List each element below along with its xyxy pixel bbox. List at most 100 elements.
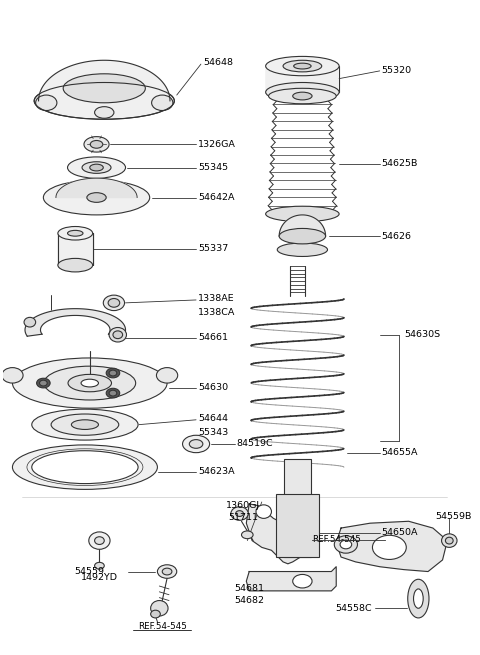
Ellipse shape [32,409,138,440]
Text: 54559: 54559 [74,567,104,576]
Polygon shape [279,215,325,236]
Ellipse shape [241,531,253,538]
Ellipse shape [113,331,122,339]
Text: 54655A: 54655A [382,448,418,457]
Ellipse shape [95,563,104,569]
Ellipse shape [12,445,157,489]
Text: 54558C: 54558C [336,604,372,613]
Ellipse shape [81,379,98,387]
Polygon shape [336,521,447,572]
Ellipse shape [445,537,453,544]
Ellipse shape [157,565,177,578]
Polygon shape [246,567,336,591]
Ellipse shape [36,95,57,111]
Text: 54642A: 54642A [198,193,235,202]
Ellipse shape [162,568,172,575]
Text: 84519C: 84519C [237,440,273,449]
Polygon shape [56,178,137,198]
Text: 54661: 54661 [198,333,228,342]
Ellipse shape [89,532,110,550]
Ellipse shape [68,231,83,236]
Text: 54630: 54630 [198,383,228,392]
Text: 1360GJ: 1360GJ [227,501,261,510]
Bar [265,66,339,92]
Ellipse shape [32,451,138,483]
Ellipse shape [340,540,352,549]
Ellipse shape [58,258,93,272]
Ellipse shape [236,511,243,516]
Ellipse shape [152,95,173,111]
Ellipse shape [279,229,325,244]
Text: REF.54-545: REF.54-545 [138,622,187,631]
Text: 54682: 54682 [234,596,264,605]
Ellipse shape [51,414,119,436]
Ellipse shape [63,74,145,103]
Text: 54644: 54644 [198,415,228,423]
Ellipse shape [82,162,111,174]
Ellipse shape [256,505,272,518]
Text: 54630S: 54630S [404,330,440,339]
Polygon shape [38,60,170,101]
Ellipse shape [36,378,50,388]
Ellipse shape [87,193,106,202]
Text: 55337: 55337 [198,244,228,253]
Ellipse shape [109,328,127,342]
Ellipse shape [372,535,406,559]
Ellipse shape [108,299,120,307]
Ellipse shape [24,318,36,327]
Bar [284,459,311,557]
Ellipse shape [95,107,114,119]
Text: 54625B: 54625B [382,159,418,168]
Ellipse shape [68,375,111,392]
Ellipse shape [90,164,103,171]
Ellipse shape [265,56,339,76]
Ellipse shape [408,579,429,618]
Ellipse shape [283,60,322,72]
Ellipse shape [414,589,423,608]
Polygon shape [25,309,125,336]
Text: REF.54-545: REF.54-545 [312,535,361,544]
Ellipse shape [109,370,117,376]
Text: 51711: 51711 [228,513,258,522]
Ellipse shape [43,180,150,215]
Ellipse shape [293,574,312,588]
Text: 1326GA: 1326GA [198,140,236,149]
Ellipse shape [151,601,168,616]
Ellipse shape [265,206,339,221]
Ellipse shape [68,157,126,178]
Ellipse shape [189,440,203,448]
Ellipse shape [103,295,124,310]
Ellipse shape [2,367,23,383]
Ellipse shape [182,436,210,453]
Ellipse shape [156,367,178,383]
Text: 1338AE: 1338AE [198,295,235,303]
Text: 55343: 55343 [198,428,228,437]
Ellipse shape [84,137,109,152]
Text: 55345: 55345 [198,163,228,172]
Ellipse shape [90,140,103,148]
Ellipse shape [58,227,93,240]
Polygon shape [246,504,307,564]
Text: 54650A: 54650A [382,529,418,537]
Text: 54648: 54648 [203,58,233,67]
Ellipse shape [231,507,248,520]
Bar [276,495,319,557]
Ellipse shape [442,534,457,548]
Text: 1338CA: 1338CA [198,308,235,317]
Ellipse shape [95,536,104,544]
Ellipse shape [34,83,174,119]
Ellipse shape [334,536,358,553]
Ellipse shape [106,388,120,398]
Text: 54623A: 54623A [198,468,235,476]
Ellipse shape [293,92,312,100]
Ellipse shape [109,390,117,396]
Text: 1492YD: 1492YD [81,573,118,582]
Text: 55320: 55320 [382,66,412,75]
Ellipse shape [151,610,160,618]
Ellipse shape [44,366,136,400]
Ellipse shape [12,358,167,408]
Bar [58,233,93,265]
Ellipse shape [106,368,120,378]
Text: 54559B: 54559B [436,512,472,521]
Text: 54626: 54626 [382,232,412,240]
